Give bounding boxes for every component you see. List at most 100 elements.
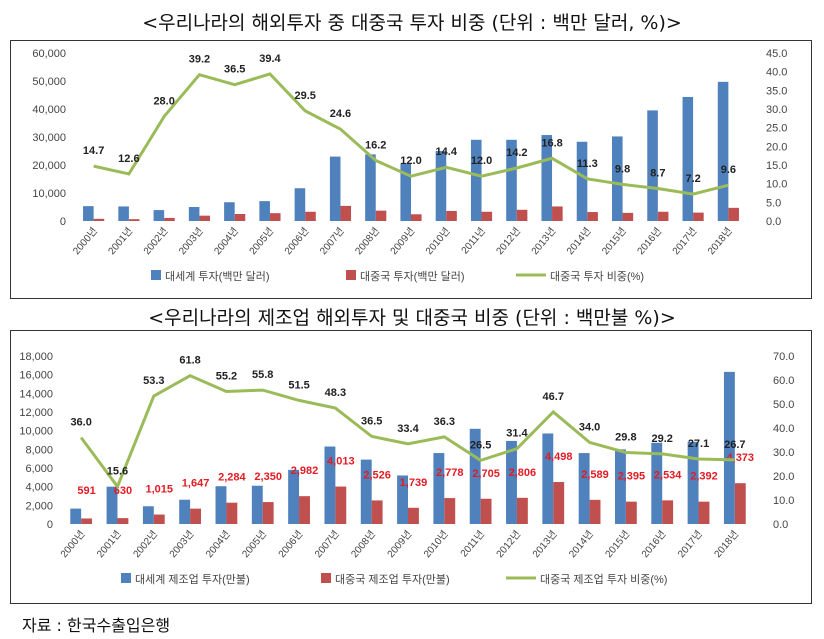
x-tick-label: 2011년 [458, 528, 487, 559]
x-tick-label: 2000년 [58, 528, 87, 560]
x-tick-label: 2006년 [276, 528, 305, 560]
x-tick-label: 2017년 [670, 225, 699, 257]
data-label-share: 33.4 [397, 423, 419, 435]
y2-tick-label: 20.0 [773, 471, 794, 483]
bar-world [142, 506, 154, 524]
bar-world [153, 210, 165, 221]
data-label-share: 26.7 [724, 439, 745, 451]
y-tick-label: 12,000 [19, 407, 53, 419]
data-label-china: 2,589 [581, 469, 609, 481]
bar-world [647, 110, 658, 221]
bar-china [128, 219, 140, 221]
data-label-china: 2,806 [509, 467, 537, 479]
y2-tick-label: 45.0 [766, 48, 787, 60]
chart2-svg: 0 2,000 4,000 6,000 8,000 10,000 12,000 14,000 1… [19, 351, 794, 586]
x-tick-label: 2007년 [312, 528, 341, 560]
y2-tick-label: 30.0 [773, 447, 794, 459]
y2-tick-label: 15.0 [766, 160, 787, 172]
data-label-share: 36.5 [224, 64, 245, 76]
bar-world [470, 139, 482, 221]
x-tick-label: 2010년 [421, 528, 450, 560]
x-tick-label: 2004년 [203, 528, 232, 560]
data-label-share: 12.0 [471, 155, 492, 167]
x-tick-label: 2017년 [675, 528, 704, 560]
bar-world [324, 446, 336, 524]
bar-world [723, 371, 735, 524]
x-tick-label: 2013년 [530, 528, 559, 560]
bar-china [199, 215, 210, 221]
data-label-share: 12.0 [400, 155, 421, 167]
bar-china [553, 482, 565, 524]
x-tick-label: 2018년 [705, 225, 734, 257]
data-label-share: 11.3 [577, 158, 598, 170]
data-label-china: 2,778 [436, 467, 464, 479]
data-label-china: 2,526 [363, 469, 391, 481]
legend-label: 대중국 투자(백만 달러) [360, 270, 465, 283]
legend-label: 대세계 제조업 투자(만불) [135, 573, 250, 586]
y2-tick-label: 60.0 [773, 375, 794, 387]
bar-china [269, 213, 281, 221]
bar-world [188, 207, 200, 221]
x-tick-label: 2016년 [635, 225, 664, 257]
bar-world [687, 441, 699, 524]
data-label-share: 53.3 [143, 375, 164, 387]
share-line [93, 72, 729, 196]
bar-world [251, 485, 263, 524]
legend-label: 대중국 제조업 투자(만불) [335, 573, 450, 586]
x-tick-label: 2016년 [639, 528, 668, 560]
bar-china [446, 210, 457, 221]
bar-world [288, 469, 300, 524]
data-label-share: 9.8 [615, 163, 630, 175]
bar-china [234, 214, 246, 221]
x-tick-label: 2014년 [564, 225, 593, 257]
legend-label: 대중국 투자 비중(%) [550, 270, 644, 283]
bar-china [226, 502, 238, 524]
y-tick-label: 4,000 [25, 482, 53, 494]
bar-world [541, 135, 553, 221]
x-tick-label: 2009년 [388, 225, 417, 257]
y2-tick-label: 20.0 [766, 141, 787, 153]
bar-china [481, 211, 493, 221]
legend-swatch [121, 573, 131, 583]
data-label-share: 14.4 [436, 146, 458, 158]
bar-china [340, 205, 352, 221]
legend-swatch [321, 573, 331, 583]
data-label-share: 14.7 [83, 145, 104, 157]
x-tick-label: 2011년 [459, 225, 488, 256]
chart2-title: <우리나라의 제조업 해외투자 및 대중국 비중 (단위 : 백만불 %)> [148, 307, 676, 329]
bar-world [506, 440, 517, 524]
data-label-share: 55.8 [252, 369, 273, 381]
bar-china [698, 501, 710, 524]
bar-china [552, 206, 563, 221]
bar-world [469, 428, 481, 524]
data-label-share: 36.3 [434, 416, 455, 428]
data-label-share: 48.3 [325, 387, 346, 399]
x-tick-label: 2012년 [494, 528, 523, 560]
bar-china [305, 211, 316, 221]
data-label-china: 591 [77, 485, 95, 497]
chart2-frame: 0 2,000 4,000 6,000 8,000 10,000 12,000 14,000 1… [10, 330, 812, 604]
bar-china [516, 209, 528, 221]
x-tick-label: 2014년 [566, 528, 595, 560]
bar-china [262, 502, 274, 524]
bar-world [70, 508, 82, 524]
x-tick-label: 2002년 [131, 528, 160, 560]
y-tick-label: 40,000 [32, 104, 66, 116]
data-label-share: 36.0 [70, 417, 91, 429]
bar-china [93, 218, 105, 221]
bar-china [480, 498, 492, 524]
y2-tick-label: 5.0 [766, 197, 781, 209]
data-label-share: 29.2 [651, 433, 672, 445]
bar-china [375, 210, 387, 221]
x-tick-label: 2010년 [423, 225, 452, 257]
data-label-share: 26.5 [470, 439, 491, 451]
bar-world [578, 453, 590, 524]
data-label-share: 39.4 [259, 53, 281, 65]
data-label-china: 1,015 [145, 484, 173, 496]
data-label-china: 2,982 [291, 465, 319, 477]
bar-china [589, 499, 601, 524]
bar-world [259, 201, 270, 221]
y2-tick-label: 40.0 [766, 67, 787, 79]
data-label-share: 8.7 [650, 168, 665, 180]
x-tick-label: 2008년 [349, 528, 378, 560]
